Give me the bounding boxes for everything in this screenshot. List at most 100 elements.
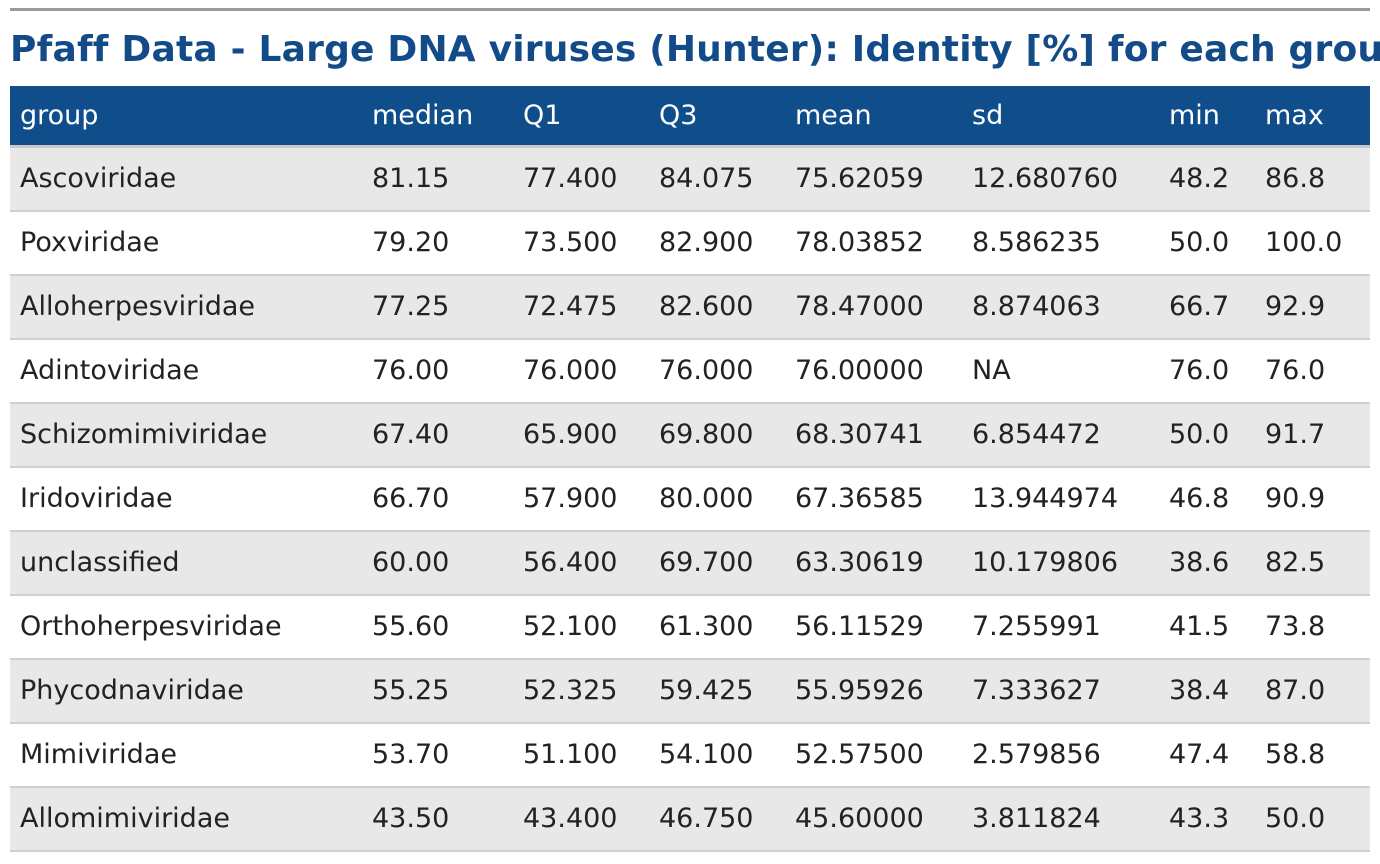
table-row: Ascoviridae 81.15 77.400 84.075 75.62059 12.6… <box>10 146 1370 212</box>
cell-max: 87.0 <box>1255 658 1370 724</box>
table-row: Schizomimiviridae 67.40 65.900 69.800 68.307… <box>10 402 1370 468</box>
cell-sd: NA <box>962 338 1159 404</box>
cell-group: Poxviridae <box>10 210 362 276</box>
cell-max: 82.5 <box>1255 530 1370 596</box>
cell-mean: 78.47000 <box>785 274 962 340</box>
column-header-q1: Q1 <box>513 86 649 148</box>
cell-median: 53.70 <box>362 722 513 788</box>
top-divider <box>10 8 1370 11</box>
column-header-sd: sd <box>962 86 1159 148</box>
column-header-median: median <box>362 86 513 148</box>
cell-q1: 56.400 <box>513 530 649 596</box>
cell-median: 76.00 <box>362 338 513 404</box>
cell-group: Adintoviridae <box>10 338 362 404</box>
cell-sd: 3.811824 <box>962 786 1159 852</box>
cell-q1: 52.100 <box>513 594 649 660</box>
table-container: Pfaff Data - Large DNA viruses (Hunter):… <box>10 8 1380 852</box>
cell-group: Alloherpesviridae <box>10 274 362 340</box>
cell-min: 76.0 <box>1159 338 1255 404</box>
cell-q3: 61.300 <box>649 594 785 660</box>
cell-group: Phycodnaviridae <box>10 658 362 724</box>
table-row: Allomimiviridae 43.50 43.400 46.750 45.60000… <box>10 786 1370 852</box>
cell-mean: 68.30741 <box>785 402 962 468</box>
cell-q3: 69.700 <box>649 530 785 596</box>
column-header-min: min <box>1159 86 1255 148</box>
table-row: unclassified 60.00 56.400 69.700 63.30619 10.… <box>10 530 1370 596</box>
cell-min: 38.6 <box>1159 530 1255 596</box>
cell-max: 100.0 <box>1255 210 1370 276</box>
cell-q3: 82.600 <box>649 274 785 340</box>
cell-min: 48.2 <box>1159 146 1255 212</box>
table-row: Orthoherpesviridae 55.60 52.100 61.300 56.11… <box>10 594 1370 660</box>
cell-mean: 56.11529 <box>785 594 962 660</box>
cell-min: 50.0 <box>1159 210 1255 276</box>
cell-group: Allomimiviridae <box>10 786 362 852</box>
cell-max: 90.9 <box>1255 466 1370 532</box>
cell-sd: 13.944974 <box>962 466 1159 532</box>
cell-min: 43.3 <box>1159 786 1255 852</box>
cell-median: 60.00 <box>362 530 513 596</box>
cell-q1: 73.500 <box>513 210 649 276</box>
cell-q1: 77.400 <box>513 146 649 212</box>
cell-mean: 55.95926 <box>785 658 962 724</box>
column-header-group: group <box>10 86 362 148</box>
cell-median: 55.60 <box>362 594 513 660</box>
cell-max: 73.8 <box>1255 594 1370 660</box>
cell-q3: 54.100 <box>649 722 785 788</box>
cell-min: 46.8 <box>1159 466 1255 532</box>
cell-sd: 8.874063 <box>962 274 1159 340</box>
cell-q3: 80.000 <box>649 466 785 532</box>
cell-q1: 65.900 <box>513 402 649 468</box>
cell-min: 66.7 <box>1159 274 1255 340</box>
cell-group: Mimiviridae <box>10 722 362 788</box>
cell-sd: 6.854472 <box>962 402 1159 468</box>
cell-q3: 84.075 <box>649 146 785 212</box>
cell-max: 76.0 <box>1255 338 1370 404</box>
cell-mean: 63.30619 <box>785 530 962 596</box>
header-row: group median Q1 Q3 mean sd min max <box>10 86 1370 148</box>
cell-q1: 43.400 <box>513 786 649 852</box>
cell-q3: 69.800 <box>649 402 785 468</box>
cell-max: 92.9 <box>1255 274 1370 340</box>
cell-mean: 76.00000 <box>785 338 962 404</box>
cell-q1: 72.475 <box>513 274 649 340</box>
cell-q3: 59.425 <box>649 658 785 724</box>
cell-q1: 76.000 <box>513 338 649 404</box>
cell-min: 50.0 <box>1159 402 1255 468</box>
cell-group: Orthoherpesviridae <box>10 594 362 660</box>
cell-q3: 82.900 <box>649 210 785 276</box>
column-header-mean: mean <box>785 86 962 148</box>
cell-sd: 7.333627 <box>962 658 1159 724</box>
cell-sd: 2.579856 <box>962 722 1159 788</box>
cell-q3: 46.750 <box>649 786 785 852</box>
cell-mean: 67.36585 <box>785 466 962 532</box>
table-body: Ascoviridae 81.15 77.400 84.075 75.62059 12.6… <box>10 146 1370 852</box>
cell-max: 58.8 <box>1255 722 1370 788</box>
cell-median: 79.20 <box>362 210 513 276</box>
cell-median: 77.25 <box>362 274 513 340</box>
cell-mean: 45.60000 <box>785 786 962 852</box>
table-header: group median Q1 Q3 mean sd min max <box>10 86 1370 148</box>
table-row: Poxviridae 79.20 73.500 82.900 78.03852 8.586… <box>10 210 1370 276</box>
cell-sd: 8.586235 <box>962 210 1159 276</box>
cell-min: 41.5 <box>1159 594 1255 660</box>
cell-sd: 10.179806 <box>962 530 1159 596</box>
table-row: Mimiviridae 53.70 51.100 54.100 52.57500 2.57… <box>10 722 1370 788</box>
cell-group: Iridoviridae <box>10 466 362 532</box>
cell-max: 86.8 <box>1255 146 1370 212</box>
cell-mean: 78.03852 <box>785 210 962 276</box>
cell-q1: 57.900 <box>513 466 649 532</box>
cell-group: Schizomimiviridae <box>10 402 362 468</box>
cell-median: 66.70 <box>362 466 513 532</box>
table-row: Alloherpesviridae 77.25 72.475 82.600 78.470… <box>10 274 1370 340</box>
column-header-max: max <box>1255 86 1370 148</box>
cell-sd: 7.255991 <box>962 594 1159 660</box>
cell-q1: 51.100 <box>513 722 649 788</box>
cell-median: 43.50 <box>362 786 513 852</box>
cell-mean: 75.62059 <box>785 146 962 212</box>
cell-q3: 76.000 <box>649 338 785 404</box>
cell-median: 55.25 <box>362 658 513 724</box>
cell-min: 38.4 <box>1159 658 1255 724</box>
cell-min: 47.4 <box>1159 722 1255 788</box>
table-row: Adintoviridae 76.00 76.000 76.000 76.00000 NA… <box>10 338 1370 404</box>
